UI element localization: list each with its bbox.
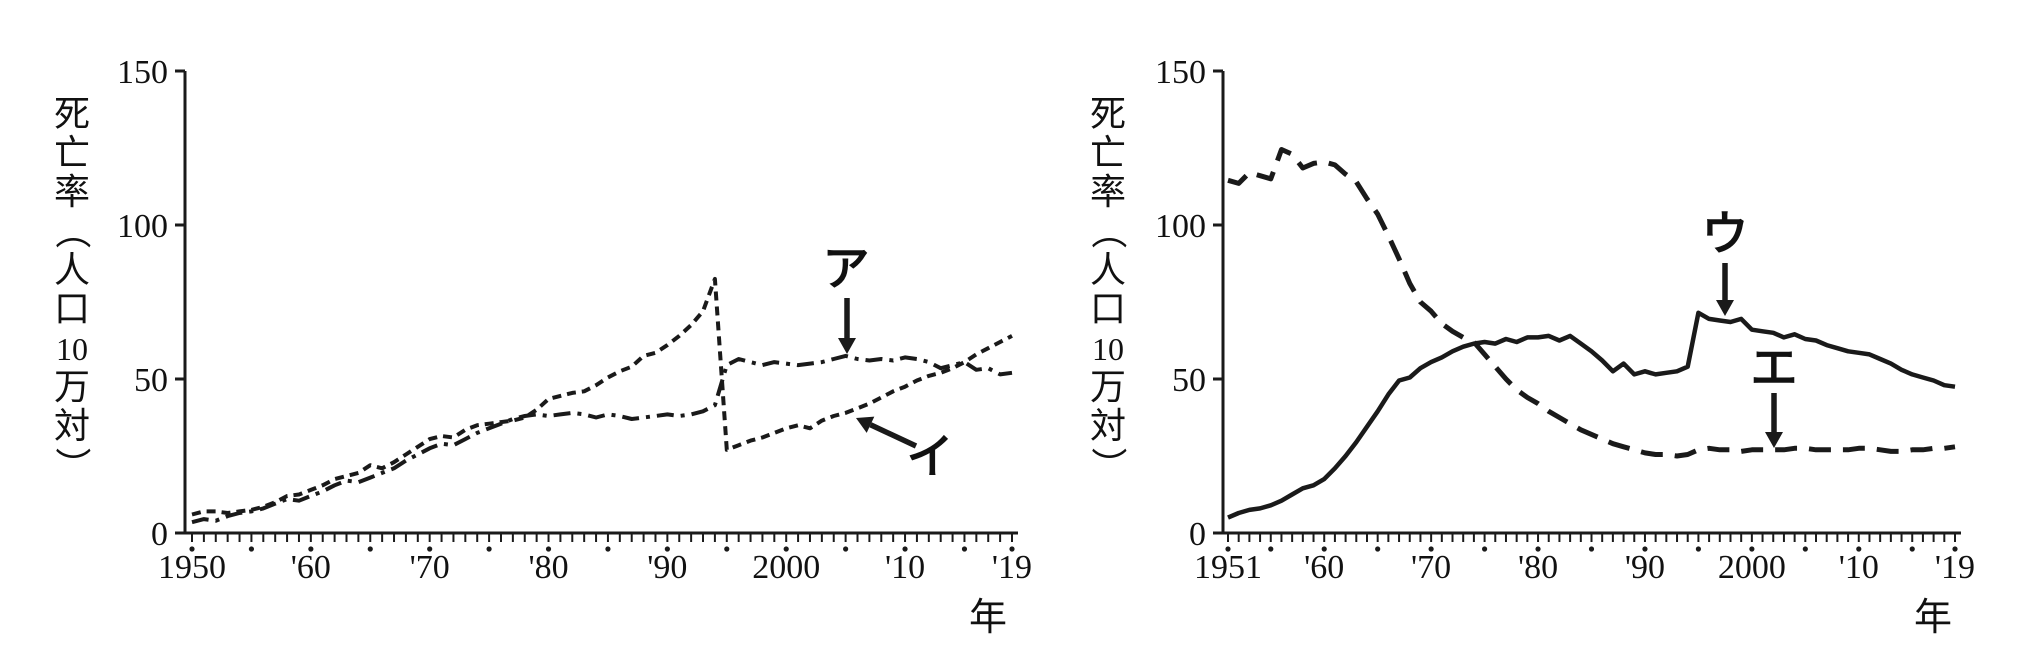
right-x-tick-label: 1951 [1194, 549, 1262, 586]
left-y-axis-title-char: 死 [54, 94, 90, 134]
left-x-tick-label: '90 [647, 549, 687, 586]
left-x-tick-dot [1009, 546, 1015, 552]
annotation-label-イ: イ [907, 432, 954, 484]
left-x-tick-dot [486, 546, 492, 552]
left-y-tick-label: 150 [117, 54, 168, 91]
left-x-tick-label: '70 [410, 549, 450, 586]
left-x-tick-dot [902, 546, 908, 552]
left-y-axis-title-char: 率 [54, 172, 90, 212]
right-x-tick-label: '80 [1518, 549, 1558, 586]
right-x-tick-dot [1695, 546, 1702, 552]
left-x-tick-dot [961, 546, 968, 552]
left-x-tick-dot [248, 546, 255, 552]
right-x-tick-dot [1588, 546, 1595, 552]
right-y-axis-title-char: （ [1088, 213, 1128, 249]
right-y-axis-title-char: 率 [1090, 172, 1126, 212]
left-y-axis-title-char: 万 [54, 367, 90, 407]
left-y-axis-title-char: 口 [54, 289, 90, 329]
left-x-axis-title: 年 [969, 597, 1007, 639]
left-x-tick-label: '80 [528, 549, 568, 586]
right-x-tick-label: 2000 [1718, 549, 1786, 586]
left-y-axis-title-char: ） [52, 447, 92, 483]
right-series-エ-line [1227, 147, 1956, 459]
left-y-tick-label: 0 [151, 516, 168, 553]
right-y-axis-title-char: 10 [1092, 331, 1124, 367]
right-x-tick-label: '70 [1411, 549, 1451, 586]
left-x-tick-label: '10 [885, 549, 925, 586]
left-y-axis-title-char: 10 [56, 331, 88, 367]
right-y-tick-label: 50 [1172, 362, 1206, 399]
left-y-axis-title-char: （ [52, 213, 92, 249]
right-y-axis-title-char: 対 [1090, 406, 1126, 446]
left-x-tick-dot [189, 546, 195, 552]
annotation-label-ア: ア [823, 244, 870, 296]
right-y-axis-title-char: 死 [1090, 94, 1126, 134]
right-x-tick-dot [1375, 546, 1381, 552]
annotation-arrow-head-エ [1765, 432, 1783, 448]
left-x-tick-dot [545, 546, 552, 552]
right-x-axis-title: 年 [1914, 597, 1952, 639]
right-y-axis-title-char: 口 [1090, 289, 1126, 329]
right-x-tick-dot [1642, 546, 1648, 552]
left-x-tick-label: '60 [291, 549, 331, 586]
right-y-axis-title-char: 亡 [1090, 133, 1126, 173]
right-x-tick-dot [1749, 546, 1755, 552]
left-x-tick-dot [843, 546, 849, 552]
right-x-tick-dot [1802, 546, 1808, 552]
left-y-axis-title-char: 亡 [54, 133, 90, 173]
left-x-tick-dot [427, 546, 433, 552]
left-y-axis-title-char: 人 [54, 250, 90, 290]
right-x-tick-label: '10 [1839, 549, 1879, 586]
right-y-axis-title-char: ） [1088, 447, 1128, 483]
right-x-tick-label: '90 [1625, 549, 1665, 586]
left-x-tick-dot [724, 546, 730, 552]
annotation-arrow-shaft-イ [869, 422, 918, 449]
right-x-tick-dot [1952, 546, 1958, 552]
right-x-tick-dot [1909, 546, 1915, 552]
annotation-arrow-head-イ [856, 416, 875, 433]
right-y-tick-label: 100 [1155, 208, 1206, 245]
left-x-tick-label: 2000 [752, 549, 820, 586]
right-x-tick-label: '19 [1935, 549, 1975, 586]
right-x-tick-dot [1481, 546, 1488, 552]
left-series-ア-line [191, 353, 1013, 525]
right-chart: 0 50 100 150 1951 '60 '70 '80 '90 2000 '10 '19 年 死亡率（… [1088, 54, 1975, 639]
left-chart: 0 50 100 150 1950 '60 '70 '80 '90 2000 '10 '19 年 死亡率（… [52, 54, 1032, 639]
left-x-tick-label: 1950 [158, 549, 226, 586]
left-x-tick-dot [664, 546, 670, 552]
annotation-arrow-head-ア [838, 338, 856, 354]
right-y-tick-label: 0 [1189, 516, 1206, 553]
right-y-tick-label: 150 [1155, 54, 1206, 91]
left-x-tick-label: '19 [992, 549, 1032, 586]
annotation-label-ウ: ウ [1702, 209, 1749, 261]
right-x-tick-dot [1225, 546, 1231, 552]
right-x-tick-dot [1268, 546, 1274, 552]
right-x-tick-label: '60 [1304, 549, 1344, 586]
right-x-tick-dot [1856, 546, 1862, 552]
left-x-tick-dot [605, 546, 611, 552]
right-x-tick-dot [1535, 546, 1541, 552]
right-y-axis-title-char: 人 [1090, 250, 1126, 290]
left-x-tick-dot [783, 546, 789, 552]
right-y-axis-title-char: 万 [1090, 367, 1126, 407]
left-y-tick-label: 100 [117, 208, 168, 245]
left-x-tick-dot [367, 546, 373, 552]
right-series-ウ-line [1227, 310, 1956, 520]
annotation-label-エ: エ [1751, 343, 1798, 395]
right-x-tick-dot [1428, 546, 1434, 552]
left-series-イ-line [191, 276, 1013, 517]
right-x-tick-dot [1321, 546, 1327, 552]
left-x-tick-dot [308, 546, 314, 552]
annotation-arrow-head-ウ [1716, 300, 1734, 316]
left-y-axis-title-char: 対 [54, 406, 90, 446]
left-y-tick-label: 50 [134, 362, 168, 399]
